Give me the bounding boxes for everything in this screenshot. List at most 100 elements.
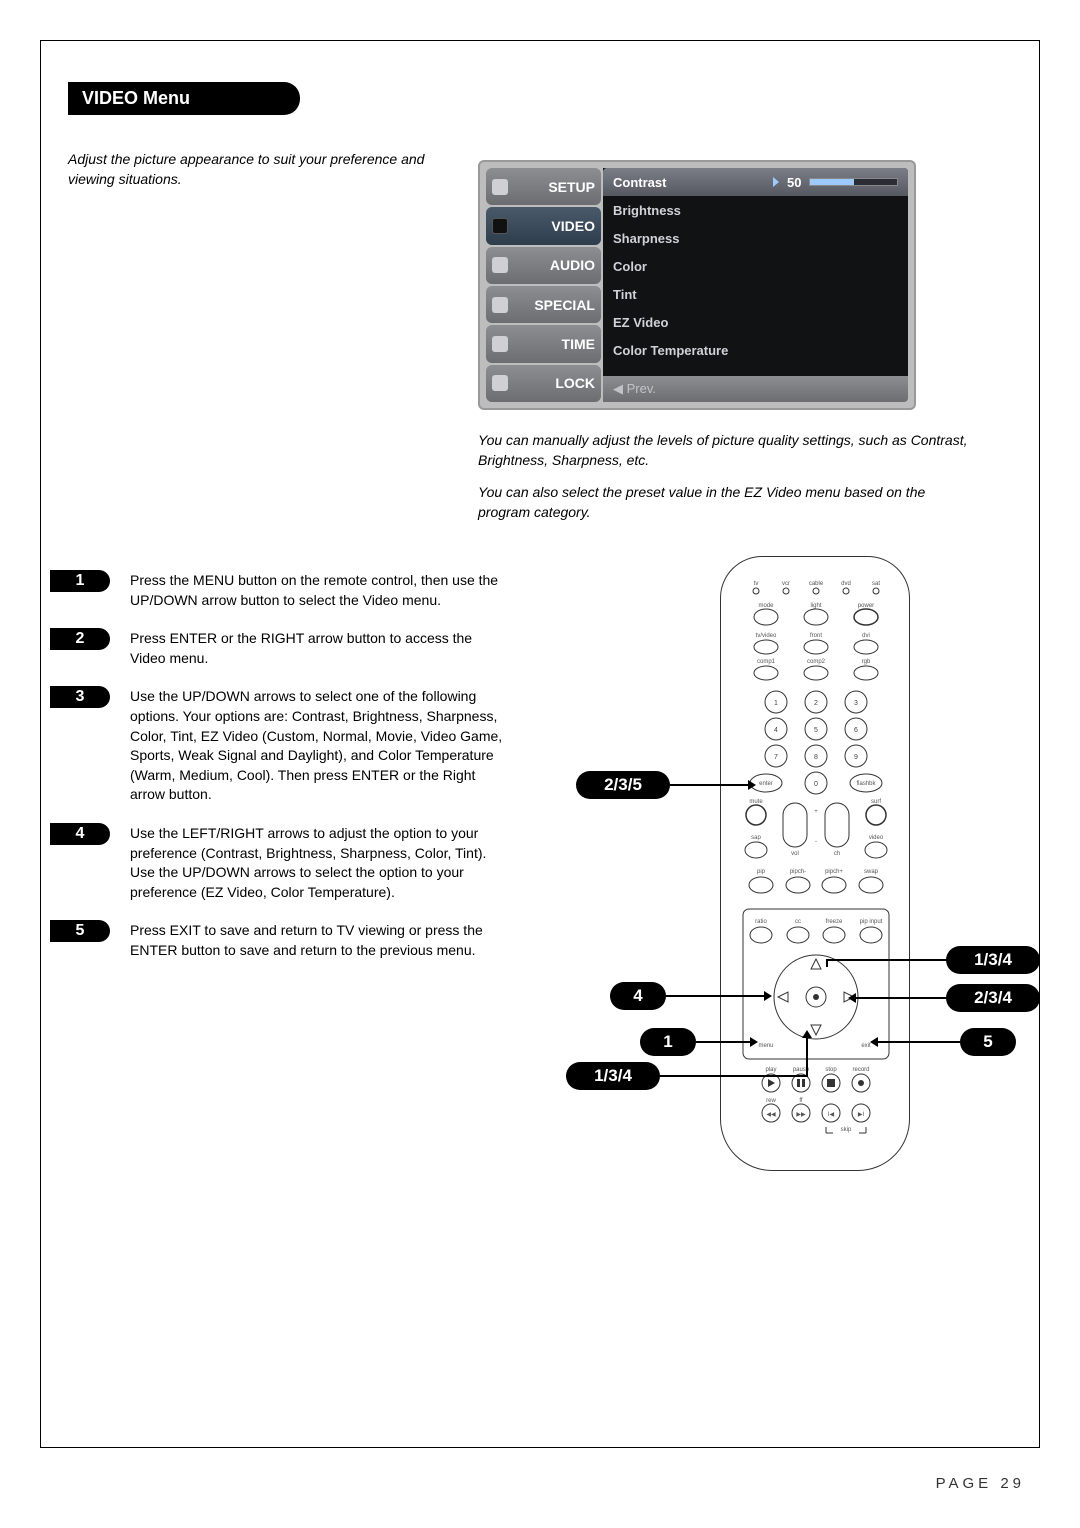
rc-enter: enter [759,781,773,787]
special-icon [492,297,508,313]
osd-tab-label: AUDIO [550,257,595,273]
callout-right: 2/3/4 [946,984,1040,1012]
lock-icon [492,375,508,391]
osd-item: Tint [603,280,763,308]
rc-menu: menu [758,1043,773,1049]
osd-item: EZ Video [603,308,763,336]
step-num: 4 [50,823,110,845]
rc-label: dvd [841,581,851,587]
rc-label: dvi [862,633,870,639]
rc-label: ratio [755,919,767,925]
osd-list: Contrast Brightness Sharpness Color Tint… [603,168,908,376]
svg-text:▶▶: ▶▶ [796,1112,806,1118]
osd-tab-time: TIME [486,325,601,362]
callout-lead [876,1041,960,1043]
step-text: Press EXIT to save and return to TV view… [130,920,510,960]
rc-label: pipch+ [825,869,843,875]
osd-tab-label: LOCK [555,375,595,391]
osd-tab-label: SETUP [548,179,595,195]
osd-item: Contrast [603,168,763,196]
rc-label: comp1 [757,659,776,665]
arrowhead-icon [802,1030,812,1038]
callout-exit: 5 [960,1028,1016,1056]
osd-bar [809,178,898,186]
svg-text:2: 2 [814,700,818,707]
step-text: Press the MENU button on the remote cont… [130,570,510,610]
osd-item: Sharpness [603,224,763,252]
osd-screenshot: SETUP VIDEO AUDIO SPECIAL TIME LOCK Cont… [478,160,916,410]
osd-tab-label: VIDEO [551,218,595,234]
osd-tab-label: TIME [562,336,595,352]
osd-tabs: SETUP VIDEO AUDIO SPECIAL TIME LOCK [486,168,601,402]
step-text: Use the LEFT/RIGHT arrows to adjust the … [130,823,510,902]
arrowhead-icon [764,991,772,1001]
rc-label: tv [754,581,759,587]
svg-text:+: + [814,809,818,815]
audio-icon [492,257,508,273]
remote-svg: tv vcr cable dvd sat mode light power tv… [721,557,911,1172]
rc-label: pipch- [790,869,806,875]
rc-label: light [810,603,821,609]
remote-control: tv vcr cable dvd sat mode light power tv… [720,556,910,1171]
svg-text:5: 5 [814,727,818,734]
osd-tab-video: VIDEO [486,207,601,244]
intro-text: Adjust the picture appearance to suit yo… [68,150,448,189]
callout-enter: 2/3/5 [576,771,670,799]
step-num: 1 [50,570,110,592]
rc-label: skip [841,1127,852,1133]
osd-bar-fill [810,179,853,185]
rc-label: pip [757,869,766,875]
svg-text:9: 9 [854,754,858,761]
step-row: 5 Press EXIT to save and return to TV vi… [50,920,510,960]
svg-text:▶I: ▶I [858,1112,865,1118]
rc-label: vcr [782,581,790,587]
callout-lead [806,1036,808,1077]
osd-tab-label: SPECIAL [534,297,595,313]
right-arrow-icon [773,177,779,187]
rc-label: ff [799,1098,803,1104]
rc-label: stop [825,1067,837,1073]
svg-text:3: 3 [854,700,858,707]
callout-lead [854,997,946,999]
svg-text:-: - [815,839,817,845]
callout-up: 1/3/4 [946,946,1040,974]
osd-item: Color Temperature [603,336,763,364]
rc-label: pip input [860,919,883,925]
osd-item: Color [603,252,763,280]
step-num: 3 [50,686,110,708]
setup-icon [492,179,508,195]
arrowhead-icon [750,1037,758,1047]
page-number: PAGE 29 [936,1475,1025,1492]
rc-label: rgb [862,659,871,665]
rc-label: record [852,1067,869,1073]
osd-tab-setup: SETUP [486,168,601,205]
step-text: Use the UP/DOWN arrows to select one of … [130,686,510,805]
svg-text:6: 6 [854,727,858,734]
rc-label: mute [749,799,763,805]
step-row: 3 Use the UP/DOWN arrows to select one o… [50,686,510,805]
callout-lead [696,1041,752,1043]
osd-value: 50 [787,175,801,190]
svg-text:0: 0 [814,781,818,788]
rc-label: surf [871,799,881,805]
rc-label: tv/video [756,633,777,639]
rc-label: cable [809,581,824,587]
rc-label: sap [751,835,761,841]
arrowhead-icon [870,1037,878,1047]
svg-text:◀◀: ◀◀ [766,1112,776,1118]
subnote-1: You can manually adjust the levels of pi… [478,430,978,471]
step-row: 4 Use the LEFT/RIGHT arrows to adjust th… [50,823,510,902]
arrowhead-icon [748,780,756,790]
rc-label: ch [834,851,840,857]
callout-lead [670,784,750,786]
time-icon [492,336,508,352]
osd-tab-audio: AUDIO [486,247,601,284]
svg-text:7: 7 [774,754,778,761]
video-icon [492,218,508,234]
steps-list: 1 Press the MENU button on the remote co… [50,570,510,979]
rc-label: cc [795,919,801,925]
osd-tab-lock: LOCK [486,365,601,402]
callout-lead [826,959,828,967]
section-header: VIDEO Menu [68,82,300,115]
rc-flashbk: flashbk [856,781,876,787]
